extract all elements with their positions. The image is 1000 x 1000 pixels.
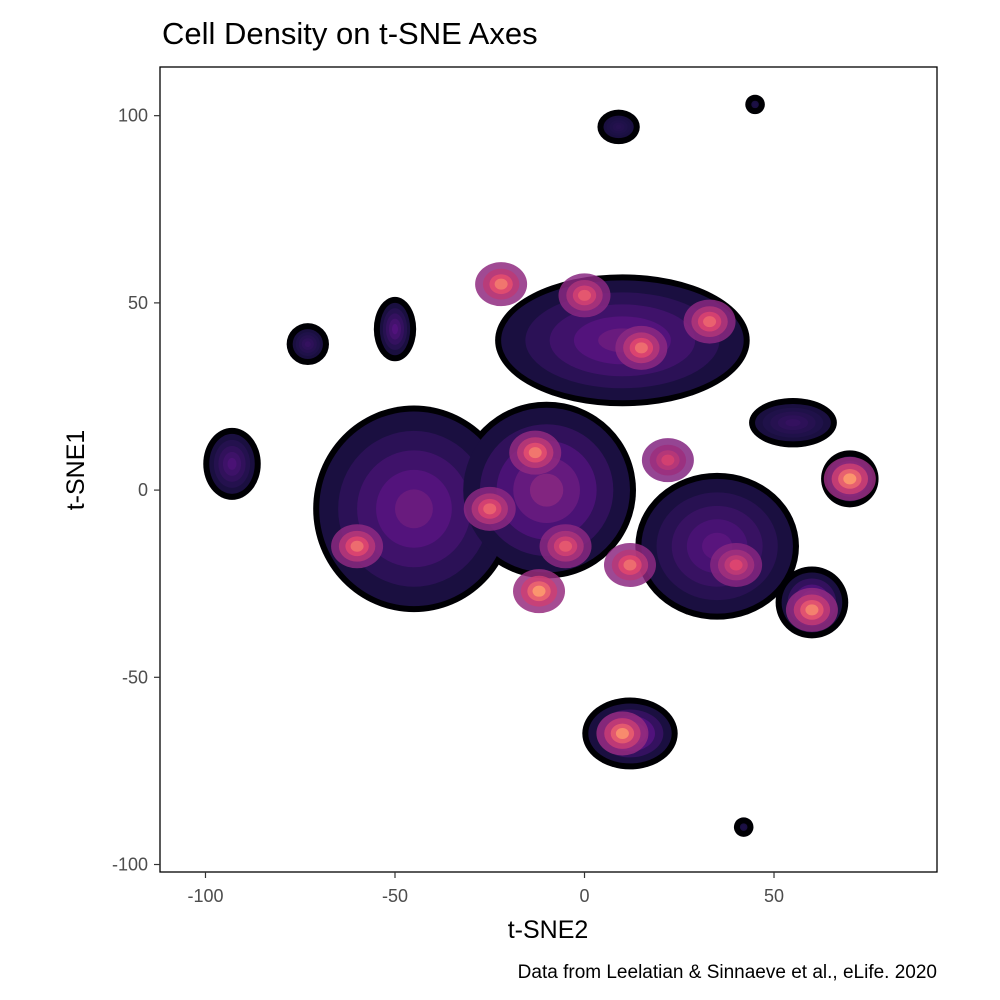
x-axis-title: t-SNE2 — [508, 916, 589, 944]
x-tick-label: -50 — [382, 886, 408, 906]
x-tick-label: 50 — [764, 886, 784, 906]
density-hotspot — [532, 585, 546, 597]
y-tick-label: 100 — [118, 106, 148, 126]
cluster-density-level — [391, 323, 399, 335]
y-tick-label: -100 — [112, 855, 148, 875]
cluster-density-level — [227, 457, 237, 470]
density-hotspot — [483, 503, 497, 515]
cluster-density-level — [785, 418, 801, 427]
x-tick-label: -100 — [187, 886, 223, 906]
x-tick-label: 0 — [579, 886, 589, 906]
density-hotspot — [494, 278, 508, 290]
density-hotspot — [623, 559, 637, 571]
cluster-density-level — [741, 824, 746, 830]
density-hotspot — [634, 342, 648, 354]
density-hotspot — [578, 289, 592, 301]
cluster-density-level — [394, 489, 433, 529]
plot-area — [203, 94, 879, 837]
y-tick-label: 50 — [128, 293, 148, 313]
y-axis-title: t-SNE1 — [62, 430, 90, 511]
density-hotspot — [528, 447, 542, 459]
cluster-density-level — [752, 102, 758, 107]
cluster-density-level — [615, 124, 622, 130]
hotspot-layer — [331, 262, 876, 756]
density-hotspot — [703, 316, 717, 328]
density-hotspot — [559, 540, 573, 552]
cluster-density-level — [304, 341, 311, 348]
density-hotspot — [805, 604, 819, 616]
y-axis: 100 50 0 -50 -100 — [112, 106, 160, 875]
plot-panel-border — [159, 66, 938, 873]
density-hotspot — [843, 473, 857, 485]
data-source-caption: Data from Leelatian & Sinnaeve et al., e… — [518, 962, 937, 983]
cluster-density-level — [529, 473, 564, 507]
density-hotspot — [661, 454, 675, 466]
y-tick-label: -50 — [122, 667, 148, 687]
density-hotspot — [350, 540, 364, 552]
density-hotspot — [615, 727, 629, 739]
y-tick-label: 0 — [138, 480, 148, 500]
x-axis: -100 -50 0 50 — [187, 872, 784, 906]
chart-title: Cell Density on t-SNE Axes — [162, 16, 538, 51]
density-hotspot — [729, 559, 743, 571]
